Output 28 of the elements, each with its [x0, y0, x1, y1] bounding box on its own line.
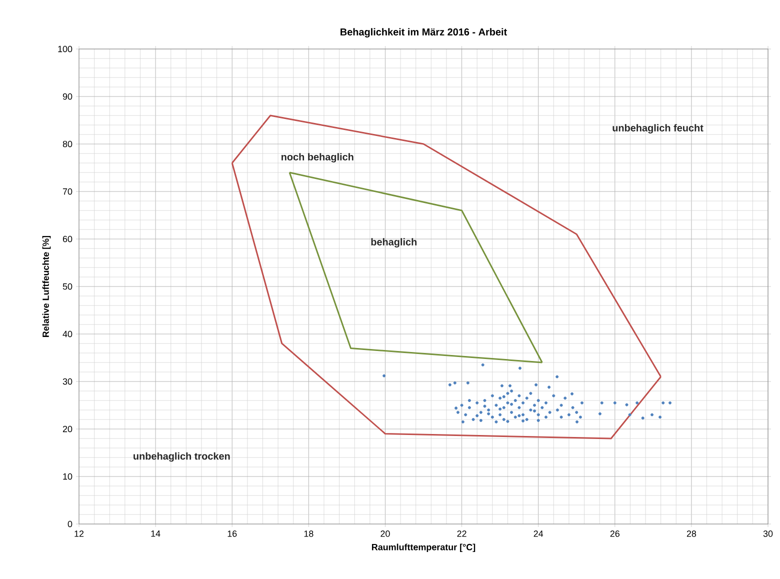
- y-tick-label: 10: [63, 473, 72, 480]
- y-tick-label: 70: [62, 188, 72, 195]
- annotation: noch behaglich: [282, 153, 354, 162]
- y-axis-title: Relative Luftfeuchte [%]: [42, 236, 51, 337]
- x-tick-label: 14: [151, 530, 160, 537]
- y-tick-label: 90: [62, 93, 72, 100]
- annotation: behaglich: [371, 238, 417, 248]
- x-tick-label: 18: [304, 530, 314, 537]
- y-tick-label: 100: [58, 46, 72, 52]
- x-tick-label: 12: [74, 530, 84, 537]
- x-axis-title: Raumlufttemperatur [°C]: [372, 544, 476, 552]
- y-tick-label: 30: [62, 378, 72, 385]
- y-tick-label: 0: [68, 520, 72, 528]
- y-tick-label: 80: [62, 140, 72, 148]
- x-tick-label: 24: [534, 530, 544, 537]
- annotation: unbehaglich trocken: [134, 452, 230, 462]
- chart-title: Behaglichkeit im März 2016 - Arbeit: [340, 28, 507, 38]
- y-tick-label: 60: [62, 236, 72, 242]
- y-tick-label: 40: [62, 330, 72, 338]
- x-tick-label: 22: [457, 530, 466, 537]
- x-tick-label: 26: [610, 530, 620, 537]
- x-tick-label: 28: [686, 530, 696, 537]
- x-tick-label: 30: [763, 530, 773, 537]
- x-tick-label: 20: [380, 530, 390, 537]
- annotation: unbehaglich feucht: [612, 124, 704, 134]
- y-tick-label: 20: [62, 426, 72, 432]
- y-tick-label: 50: [62, 283, 72, 290]
- x-tick-label: 16: [228, 530, 237, 537]
